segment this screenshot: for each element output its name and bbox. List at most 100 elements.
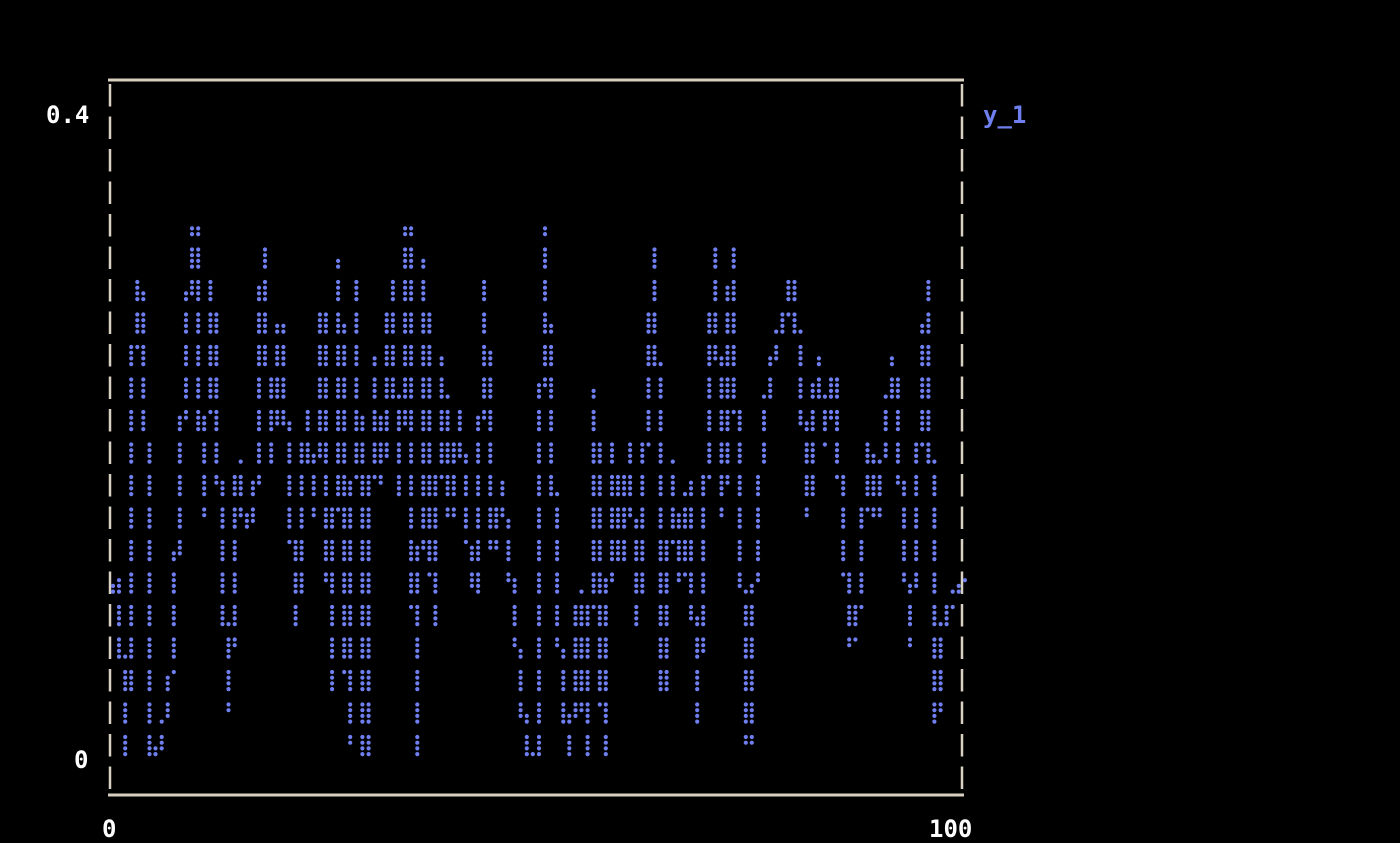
data-dot bbox=[755, 545, 761, 550]
data-dot bbox=[938, 669, 943, 675]
data-dot bbox=[281, 377, 286, 382]
data-dot bbox=[634, 589, 639, 594]
data-dot bbox=[804, 453, 809, 458]
data-dot bbox=[542, 279, 548, 285]
data-dot bbox=[883, 448, 888, 453]
data-dot bbox=[463, 513, 468, 518]
data-dot bbox=[214, 421, 219, 426]
data-dot bbox=[348, 539, 353, 545]
data-dot bbox=[409, 459, 414, 464]
data-dot bbox=[579, 669, 584, 675]
data-dot bbox=[415, 669, 420, 675]
data-dot bbox=[177, 551, 182, 556]
data-dot bbox=[372, 377, 377, 382]
data-dot bbox=[749, 669, 754, 675]
data-dot bbox=[403, 388, 408, 393]
data-dot bbox=[701, 572, 706, 577]
data-dot bbox=[366, 719, 371, 724]
data-dot bbox=[409, 394, 414, 399]
data-dot bbox=[895, 453, 901, 458]
data-dot bbox=[597, 557, 602, 562]
data-dot bbox=[342, 583, 347, 589]
data-dot bbox=[147, 459, 152, 464]
data-dot bbox=[494, 539, 499, 545]
data-dot bbox=[701, 492, 706, 497]
data-dot bbox=[658, 388, 663, 393]
data-dot bbox=[403, 344, 408, 350]
data-dot bbox=[695, 675, 700, 680]
data-dot bbox=[883, 409, 888, 415]
data-dot bbox=[646, 344, 651, 350]
data-dot bbox=[640, 442, 645, 447]
data-dot bbox=[834, 388, 840, 393]
data-dot bbox=[573, 675, 578, 680]
data-dot bbox=[360, 589, 365, 594]
data-dot bbox=[287, 524, 292, 529]
data-dot bbox=[336, 394, 341, 399]
data-dot bbox=[743, 616, 748, 621]
data-dot bbox=[396, 427, 401, 432]
data-dot bbox=[214, 459, 219, 464]
data-dot bbox=[129, 448, 134, 453]
data-dot bbox=[664, 675, 669, 680]
data-dot bbox=[524, 719, 529, 724]
data-dot bbox=[901, 539, 907, 545]
data-dot bbox=[439, 377, 444, 382]
data-dot bbox=[591, 589, 596, 594]
data-dot bbox=[859, 551, 864, 556]
data-dot bbox=[293, 557, 298, 562]
data-dot bbox=[256, 415, 262, 420]
data-dot bbox=[208, 279, 213, 285]
data-dot bbox=[129, 687, 134, 692]
data-dot bbox=[323, 344, 328, 350]
plot-frame bbox=[108, 78, 964, 797]
data-dot bbox=[232, 513, 237, 518]
data-dot bbox=[129, 427, 134, 432]
data-dot bbox=[549, 356, 554, 361]
data-dot bbox=[707, 415, 712, 420]
data-dot bbox=[658, 409, 663, 415]
data-dot bbox=[256, 421, 262, 426]
data-dot bbox=[171, 669, 176, 675]
data-dot bbox=[366, 610, 371, 615]
data-dot bbox=[914, 474, 919, 480]
data-dot bbox=[658, 383, 663, 388]
data-dot bbox=[129, 604, 134, 610]
data-dot bbox=[457, 448, 462, 453]
data-dot bbox=[208, 329, 213, 334]
data-dot bbox=[834, 474, 840, 480]
data-dot bbox=[573, 622, 578, 627]
data-dot bbox=[853, 622, 858, 627]
data-dot bbox=[944, 622, 949, 627]
data-dot bbox=[129, 388, 134, 393]
data-dot bbox=[244, 524, 249, 529]
data-dot bbox=[676, 545, 681, 550]
data-dot bbox=[841, 539, 846, 545]
data-dot bbox=[579, 648, 584, 654]
data-dot bbox=[494, 513, 499, 518]
data-dot bbox=[542, 232, 548, 237]
data-dot bbox=[354, 279, 359, 285]
data-dot bbox=[469, 557, 474, 562]
data-dot bbox=[834, 377, 840, 382]
data-dot bbox=[439, 394, 444, 399]
data-dot bbox=[171, 648, 176, 654]
data-dot bbox=[792, 297, 797, 302]
data-dot bbox=[409, 279, 414, 285]
data-dot bbox=[920, 323, 925, 328]
data-dot bbox=[731, 279, 736, 285]
data-dot bbox=[354, 427, 359, 432]
data-dot bbox=[409, 551, 414, 556]
data-dot bbox=[755, 551, 761, 556]
data-dot bbox=[920, 383, 925, 388]
data-dot bbox=[847, 572, 852, 577]
data-dot bbox=[816, 362, 822, 367]
data-dot bbox=[834, 415, 840, 420]
data-dot bbox=[518, 681, 523, 686]
data-dot bbox=[932, 643, 937, 648]
data-dot bbox=[804, 480, 809, 485]
data-dot bbox=[208, 356, 213, 361]
data-dot bbox=[658, 459, 663, 464]
data-dot bbox=[457, 415, 462, 420]
data-dot bbox=[232, 518, 237, 524]
